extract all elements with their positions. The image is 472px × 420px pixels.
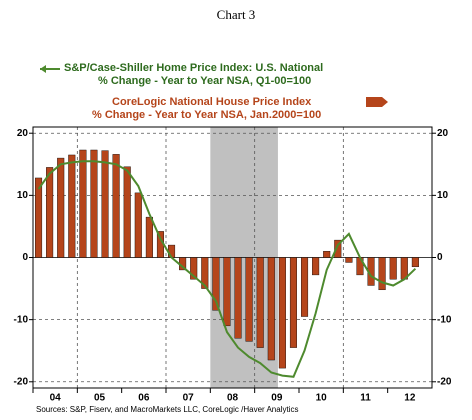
legend-label: S&P/Case-Shiller Home Price Index: U.S. … [64, 62, 323, 74]
plot-frame [32, 126, 433, 389]
bar [201, 257, 209, 289]
bar [145, 216, 153, 258]
y2-tick-label: 0 [437, 252, 443, 263]
bar [323, 251, 331, 258]
bar [223, 257, 231, 327]
bar [112, 154, 120, 258]
source-note: Sources: S&P, Fiserv, and MacroMarkets L… [36, 405, 298, 414]
bar [378, 257, 386, 291]
bar [345, 257, 353, 263]
line [37, 160, 417, 378]
x-tick-label: 06 [138, 393, 150, 404]
bar [267, 257, 275, 361]
bar [289, 257, 297, 348]
legend-arrow [40, 65, 46, 73]
y-tick-label: -10 [14, 314, 29, 325]
bar [68, 154, 76, 258]
y2-tick-label: 20 [437, 128, 449, 139]
bar [245, 257, 253, 342]
bar [79, 149, 87, 258]
bar [212, 257, 220, 311]
x-tick-label: 12 [404, 393, 416, 404]
bar [190, 257, 198, 280]
y2-tick-label: -20 [437, 376, 452, 387]
x-tick-label: 04 [50, 393, 62, 404]
bar [123, 166, 131, 258]
bar [389, 257, 397, 280]
bar [334, 239, 342, 258]
y2-tick-label: -10 [437, 314, 452, 325]
bar [234, 257, 242, 339]
y-tick-label: -20 [14, 376, 29, 387]
x-tick-label: 07 [183, 393, 195, 404]
legend-swatch [366, 97, 388, 107]
bar [57, 157, 65, 258]
legend-label: CoreLogic National House Price Index [112, 96, 312, 108]
x-tick-label: 08 [227, 393, 239, 404]
legend-sublabel: % Change - Year to Year NSA, Jan.2000=10… [92, 109, 321, 121]
y2-tick-label: 10 [437, 190, 449, 201]
y-tick-label: 0 [22, 252, 28, 263]
y-tick-label: 10 [17, 190, 29, 201]
x-tick-label: 10 [316, 393, 328, 404]
x-tick-label: 09 [271, 393, 283, 404]
bar [46, 167, 54, 258]
chart-title: Chart 3 [217, 7, 256, 22]
bar [278, 257, 286, 369]
x-tick-label: 11 [360, 393, 371, 404]
y-tick-label: 20 [17, 128, 29, 139]
bar [101, 150, 109, 258]
bar [312, 257, 320, 276]
bar [256, 257, 264, 348]
x-tick-label: 05 [94, 393, 106, 404]
legend-sublabel: % Change - Year to Year NSA, Q1-00=100 [98, 75, 311, 87]
bar [411, 257, 419, 268]
bar [90, 149, 98, 258]
bar [301, 257, 309, 317]
bar [134, 192, 142, 258]
bar [35, 177, 43, 258]
